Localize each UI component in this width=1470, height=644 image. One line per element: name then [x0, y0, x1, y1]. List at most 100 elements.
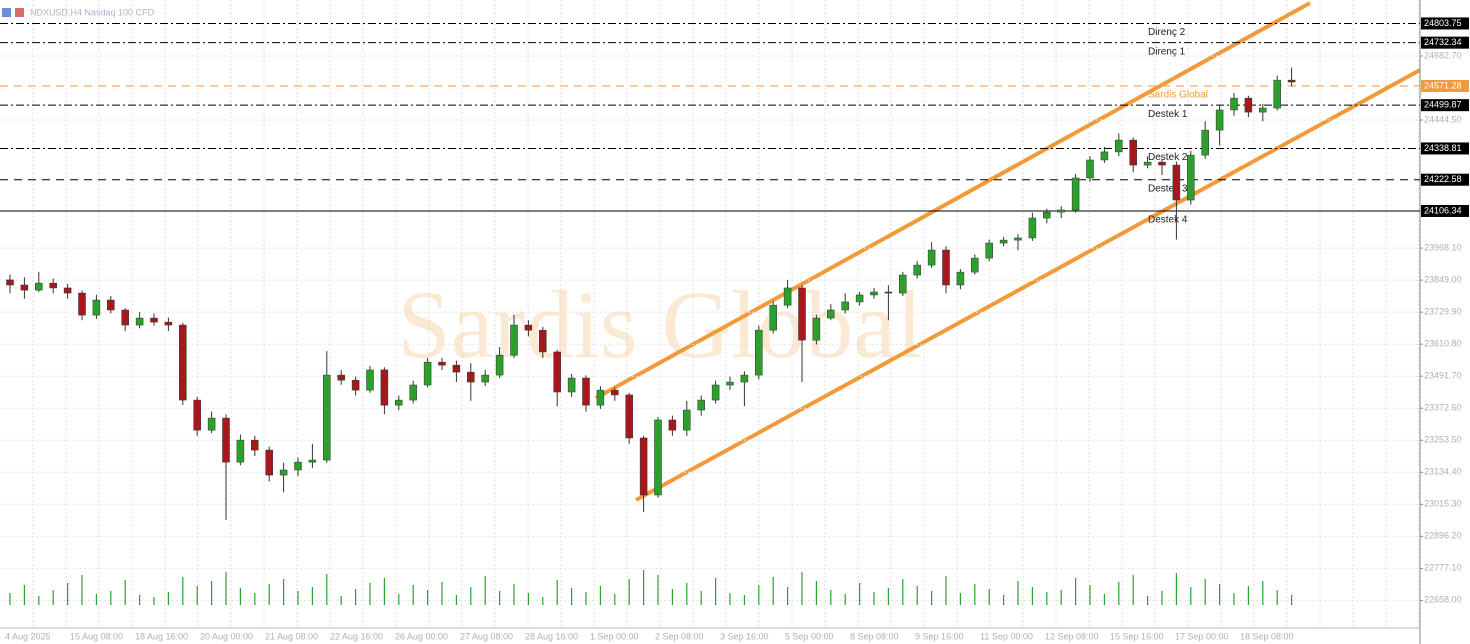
candle-body [294, 461, 302, 471]
y-tick-label: 23968.10 [1424, 243, 1462, 253]
channel-line [635, 68, 1421, 502]
candle-body [596, 389, 605, 406]
candle-body [1115, 139, 1123, 153]
candle-body [222, 417, 230, 463]
candle-body [308, 459, 317, 463]
candle-body [1143, 161, 1152, 166]
candle-body [1273, 79, 1281, 109]
candle-body [452, 364, 461, 373]
candle-body [135, 317, 144, 326]
candle-body [855, 294, 864, 303]
level-name: Destek 2 [1148, 152, 1188, 163]
candle-body [1215, 109, 1224, 131]
level-name: Direnç 2 [1148, 27, 1186, 38]
x-tick-label: 22 Aug 16:00 [330, 631, 383, 641]
candle-body [783, 287, 792, 306]
x-tick-label: 11 Sep 00:00 [980, 631, 1033, 641]
candle-body [1230, 97, 1238, 111]
level-value: 24571.28 [1424, 80, 1462, 90]
x-tick-label: 1 Sep 00:00 [590, 631, 639, 641]
level-value: 24499.87 [1424, 100, 1462, 110]
candle-body [92, 299, 101, 316]
candle-body [798, 287, 806, 341]
candle-body [279, 469, 288, 476]
candle-body [193, 399, 201, 431]
x-tick-label: 9 Sep 16:00 [915, 631, 964, 641]
candle-body [870, 291, 878, 296]
candle-body [35, 282, 43, 291]
candle-body [207, 417, 216, 431]
candle-body [697, 399, 705, 411]
candle-body [812, 317, 821, 341]
candle-body [78, 292, 86, 316]
level-value: 24222.58 [1424, 174, 1462, 184]
level-name: Direnç 1 [1148, 46, 1186, 57]
icon[interactable] [15, 8, 24, 17]
candle-body [1172, 164, 1181, 201]
candle-body [366, 369, 374, 391]
candle-body [1057, 209, 1065, 213]
candle-body [179, 324, 187, 401]
level-value: 24338.81 [1424, 143, 1462, 153]
candle-body [1158, 161, 1166, 166]
candle-body [323, 374, 331, 461]
candle-body [668, 419, 677, 431]
candle-body [1129, 139, 1137, 166]
y-tick-label: 24682.70 [1424, 50, 1462, 60]
candle-body [1043, 211, 1051, 219]
candle-body [985, 242, 993, 259]
y-tick-label: 22777.10 [1424, 563, 1462, 573]
candle-body [755, 329, 763, 376]
candle-body [582, 377, 590, 406]
candle-body [726, 381, 734, 386]
y-tick-label: 22896.20 [1424, 531, 1462, 541]
y-tick-label: 23849.00 [1424, 275, 1462, 285]
candle-body [625, 394, 633, 439]
level-value: 24106.34 [1424, 205, 1462, 215]
candle-body [438, 361, 446, 366]
candle-body [467, 371, 475, 383]
level-box [1421, 36, 1469, 49]
candle-body [553, 351, 561, 393]
level-name: Destek 3 [1148, 183, 1188, 194]
candle-body [1244, 97, 1253, 113]
candle-body [1086, 159, 1094, 179]
candle-body [942, 249, 950, 286]
x-tick-label: 21 Aug 08:00 [265, 631, 318, 641]
level-value: 24803.75 [1424, 18, 1462, 28]
candle-body [841, 301, 849, 311]
x-tick-label: 15 Sep 16:00 [1110, 631, 1164, 641]
level-box [1421, 204, 1469, 217]
candle-body [567, 377, 576, 393]
candle-body [683, 409, 691, 431]
x-tick-label: 17 Sep 00:00 [1175, 631, 1229, 641]
y-tick-label: 23134.40 [1424, 467, 1462, 477]
y-tick-label: 23015.30 [1424, 499, 1462, 509]
level-value: 24732.34 [1424, 37, 1462, 47]
candle-body [899, 274, 907, 294]
channel-line [595, 1, 1311, 400]
x-tick-label: 15 Aug 08:00 [70, 631, 123, 641]
candle-body [150, 317, 158, 323]
icon[interactable] [2, 8, 11, 17]
y-tick-label: 22658.00 [1424, 595, 1462, 605]
level-box [1421, 173, 1469, 186]
candle-body [769, 304, 777, 331]
candle-body [999, 239, 1008, 244]
candle-body [265, 449, 273, 476]
candle-body [639, 437, 648, 496]
x-tick-label: 4 Aug 2025 [5, 631, 51, 641]
candle-body [740, 374, 749, 383]
candle-body [351, 379, 360, 391]
x-tick-label: 2 Sep 08:00 [655, 631, 704, 641]
candle-body [884, 291, 893, 294]
candle-body [524, 324, 533, 331]
y-tick-label: 23253.50 [1424, 435, 1462, 445]
candle-body [510, 324, 518, 356]
level-box [1421, 17, 1469, 30]
candle-body [409, 384, 417, 401]
x-tick-label: 18 Sep 08:00 [1240, 631, 1294, 641]
candle-body [63, 287, 72, 294]
x-tick-label: 3 Sep 16:00 [720, 631, 769, 641]
x-tick-label: 27 Aug 08:00 [460, 631, 513, 641]
